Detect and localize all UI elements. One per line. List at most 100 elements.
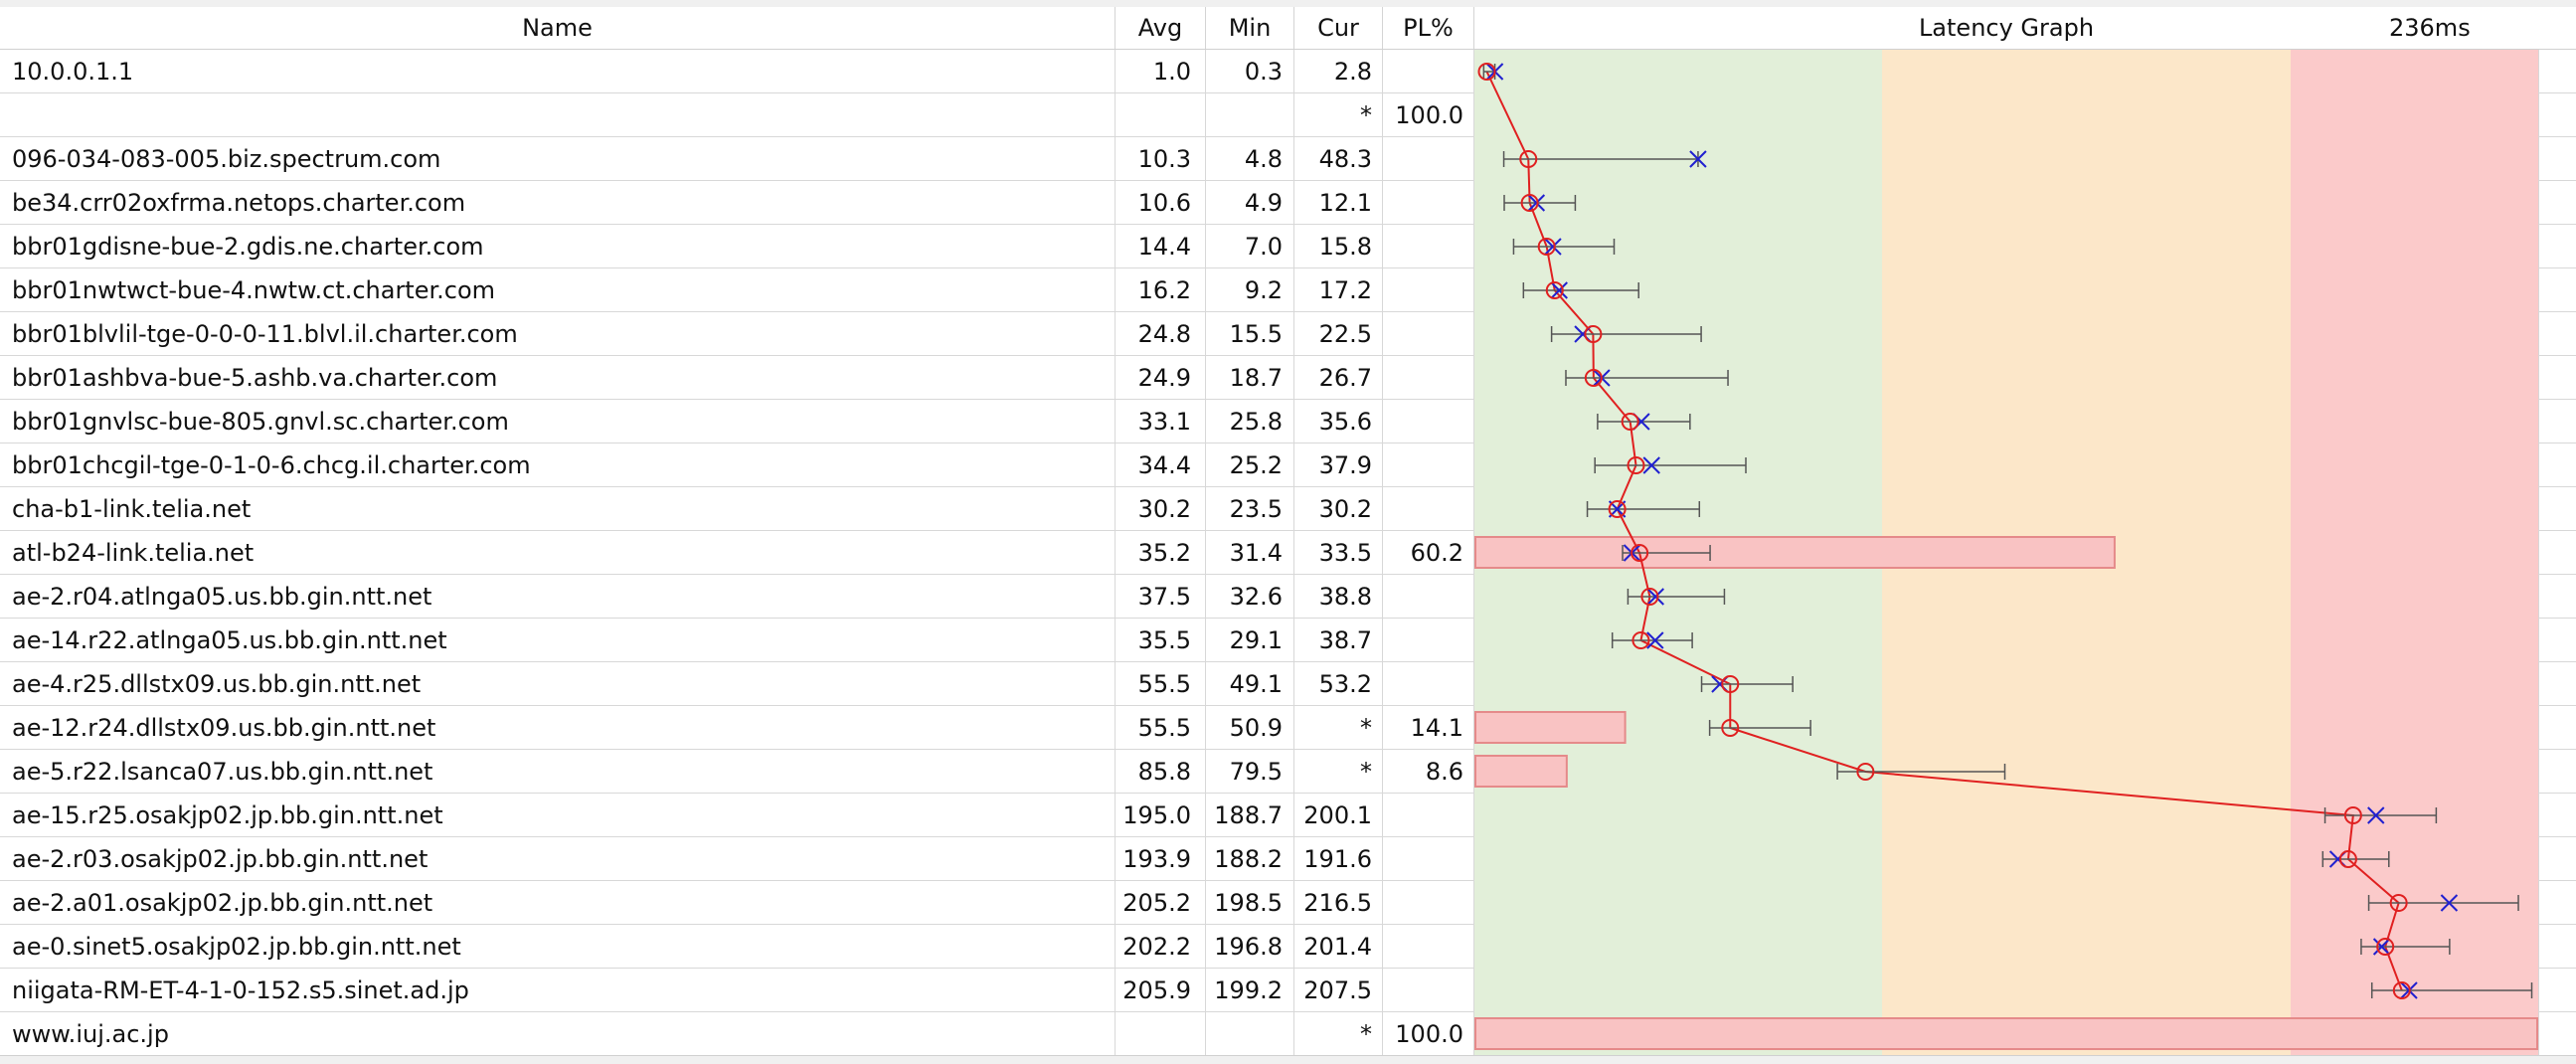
hop-name: bbr01blvlil-tge-0-0-0-11.blvl.il.charter… bbox=[12, 320, 518, 348]
hop-cur: 15.8 bbox=[1318, 233, 1372, 261]
hop-name: ae-15.r25.osakjp02.jp.bb.gin.ntt.net bbox=[12, 801, 443, 829]
row-divider bbox=[2538, 1011, 2576, 1012]
row-divider bbox=[2538, 793, 2576, 794]
hop-name: bbr01nwtwct-bue-4.nwtw.ct.charter.com bbox=[12, 276, 496, 304]
row-divider bbox=[2538, 924, 2576, 925]
hop-name: 10.0.0.1.1 bbox=[12, 58, 134, 86]
hop-avg: 35.2 bbox=[1137, 539, 1191, 567]
current-latency-marker bbox=[1550, 281, 1568, 299]
current-latency-marker bbox=[1689, 150, 1707, 168]
hop-cur: 38.8 bbox=[1318, 583, 1372, 611]
hop-name: bbr01gnvlsc-bue-805.gnvl.sc.charter.com bbox=[12, 408, 509, 436]
hop-name: www.iuj.ac.jp bbox=[12, 1020, 169, 1048]
row-divider bbox=[0, 399, 1474, 400]
current-latency-marker bbox=[1646, 588, 1664, 606]
hop-min: 4.8 bbox=[1244, 145, 1283, 173]
current-latency-marker bbox=[1646, 631, 1664, 649]
hop-row[interactable]: www.iuj.ac.jp * 100.0 bbox=[0, 1012, 2576, 1056]
hop-cur: * bbox=[1360, 714, 1372, 742]
average-latency-marker bbox=[2389, 894, 2408, 912]
average-latency-marker bbox=[1640, 588, 1659, 606]
hop-row[interactable]: bbr01gdisne-bue-2.gdis.ne.charter.com 14.… bbox=[0, 225, 2576, 268]
hop-pl: 100.0 bbox=[1395, 1020, 1463, 1048]
hop-row[interactable]: niigata-RM-ET-4-1-0-152.s5.sinet.ad.jp 20… bbox=[0, 969, 2576, 1012]
hop-name: niigata-RM-ET-4-1-0-152.s5.sinet.ad.jp bbox=[12, 976, 469, 1004]
column-header-cur[interactable]: Cur bbox=[1294, 7, 1383, 49]
hop-row[interactable]: ae-12.r24.dllstx09.us.bb.gin.ntt.net 55.5… bbox=[0, 706, 2576, 750]
hop-min: 31.4 bbox=[1229, 539, 1283, 567]
hop-pl: 60.2 bbox=[1410, 539, 1463, 567]
row-divider bbox=[0, 618, 1474, 619]
latency-graph-scale: 236ms bbox=[2389, 14, 2471, 42]
hop-cur: 35.6 bbox=[1318, 408, 1372, 436]
packet-loss-bar bbox=[1474, 536, 2116, 569]
row-divider bbox=[0, 661, 1474, 662]
packet-loss-bar bbox=[1474, 711, 1627, 744]
hop-row[interactable]: atl-b24-link.telia.net 35.2 31.4 33.5 60.2 bbox=[0, 531, 2576, 575]
hop-pl: 8.6 bbox=[1425, 758, 1463, 786]
row-divider bbox=[2538, 399, 2576, 400]
hop-name: ae-4.r25.dllstx09.us.bb.gin.ntt.net bbox=[12, 670, 422, 698]
hop-name: ae-2.r03.osakjp02.jp.bb.gin.ntt.net bbox=[12, 845, 429, 873]
column-header-latency-graph[interactable]: Latency Graph 236ms bbox=[1474, 7, 2538, 49]
hop-row[interactable]: ae-0.sinet5.osakjp02.jp.bb.gin.ntt.net 20… bbox=[0, 925, 2576, 969]
row-divider bbox=[0, 136, 1474, 137]
hop-cur: 201.4 bbox=[1303, 933, 1372, 961]
current-latency-marker bbox=[2372, 938, 2391, 956]
hop-cur: 48.3 bbox=[1318, 145, 1372, 173]
hop-row[interactable]: ae-14.r22.atlnga05.us.bb.gin.ntt.net 35.5… bbox=[0, 619, 2576, 662]
latency-trend-line bbox=[1485, 71, 2403, 991]
row-divider bbox=[0, 311, 1474, 312]
row-divider bbox=[2538, 224, 2576, 225]
hop-name: ae-14.r22.atlnga05.us.bb.gin.ntt.net bbox=[12, 626, 447, 654]
hop-cur: 22.5 bbox=[1318, 320, 1372, 348]
hop-row[interactable]: 096-034-083-005.biz.spectrum.com 10.3 4.8 4… bbox=[0, 137, 2576, 181]
column-header-min[interactable]: Min bbox=[1206, 7, 1294, 49]
hop-row[interactable]: ae-2.r04.atlnga05.us.bb.gin.ntt.net 37.5 3… bbox=[0, 575, 2576, 619]
column-header-name[interactable]: Name bbox=[0, 7, 1116, 49]
hop-row[interactable]: bbr01ashbva-bue-5.ashb.va.charter.com 24.… bbox=[0, 356, 2576, 400]
row-divider bbox=[0, 180, 1474, 181]
average-latency-marker bbox=[1721, 675, 1740, 693]
row-divider bbox=[2538, 92, 2576, 93]
hop-row[interactable]: be34.crr02oxfrma.netops.charter.com 10.6 4… bbox=[0, 181, 2576, 225]
current-latency-marker bbox=[1527, 194, 1546, 212]
row-divider bbox=[0, 355, 1474, 356]
hop-row[interactable]: cha-b1-link.telia.net 30.2 23.5 30.2 bbox=[0, 487, 2576, 531]
hop-row[interactable]: bbr01chcgil-tge-0-1-0-6.chcg.il.charter.… bbox=[0, 443, 2576, 487]
hop-avg: 24.9 bbox=[1137, 364, 1191, 392]
hop-name: bbr01gdisne-bue-2.gdis.ne.charter.com bbox=[12, 233, 484, 261]
hop-row[interactable]: bbr01gnvlsc-bue-805.gnvl.sc.charter.com 3… bbox=[0, 400, 2576, 443]
row-divider bbox=[2538, 530, 2576, 531]
column-separator bbox=[1205, 50, 1206, 1055]
hop-row[interactable]: * 100.0 bbox=[0, 93, 2576, 137]
hop-row[interactable]: ae-4.r25.dllstx09.us.bb.gin.ntt.net 55.5 4… bbox=[0, 662, 2576, 706]
hop-min: 15.5 bbox=[1229, 320, 1283, 348]
hop-cur: 200.1 bbox=[1303, 801, 1372, 829]
hop-row[interactable]: bbr01blvlil-tge-0-0-0-11.blvl.il.charter… bbox=[0, 312, 2576, 356]
row-divider bbox=[0, 705, 1474, 706]
hop-row[interactable]: 10.0.0.1.1 1.0 0.3 2.8 bbox=[0, 50, 2576, 93]
hop-cur: 216.5 bbox=[1303, 889, 1372, 917]
average-latency-marker bbox=[1519, 150, 1538, 168]
hop-row[interactable]: ae-15.r25.osakjp02.jp.bb.gin.ntt.net 195.… bbox=[0, 794, 2576, 837]
hop-cur: 17.2 bbox=[1318, 276, 1372, 304]
row-divider bbox=[2538, 749, 2576, 750]
column-header-pl[interactable]: PL% bbox=[1383, 7, 1474, 49]
row-divider bbox=[0, 530, 1474, 531]
hop-row[interactable]: ae-5.r22.lsanca07.us.bb.gin.ntt.net 85.8 7… bbox=[0, 750, 2576, 794]
hop-min: 50.9 bbox=[1229, 714, 1283, 742]
row-divider bbox=[0, 924, 1474, 925]
row-divider bbox=[0, 267, 1474, 268]
column-header-avg[interactable]: Avg bbox=[1116, 7, 1206, 49]
hop-avg: 34.4 bbox=[1137, 451, 1191, 479]
hop-row[interactable]: ae-2.r03.osakjp02.jp.bb.gin.ntt.net 193.9… bbox=[0, 837, 2576, 881]
hop-name: bbr01chcgil-tge-0-1-0-6.chcg.il.charter.… bbox=[12, 451, 531, 479]
hop-row[interactable]: bbr01nwtwct-bue-4.nwtw.ct.charter.com 16.… bbox=[0, 268, 2576, 312]
hop-avg: 16.2 bbox=[1137, 276, 1191, 304]
column-separator bbox=[2538, 50, 2539, 1055]
hop-name: cha-b1-link.telia.net bbox=[12, 495, 252, 523]
hop-row[interactable]: ae-2.a01.osakjp02.jp.bb.gin.ntt.net 205.2… bbox=[0, 881, 2576, 925]
hop-cur: 12.1 bbox=[1318, 189, 1372, 217]
